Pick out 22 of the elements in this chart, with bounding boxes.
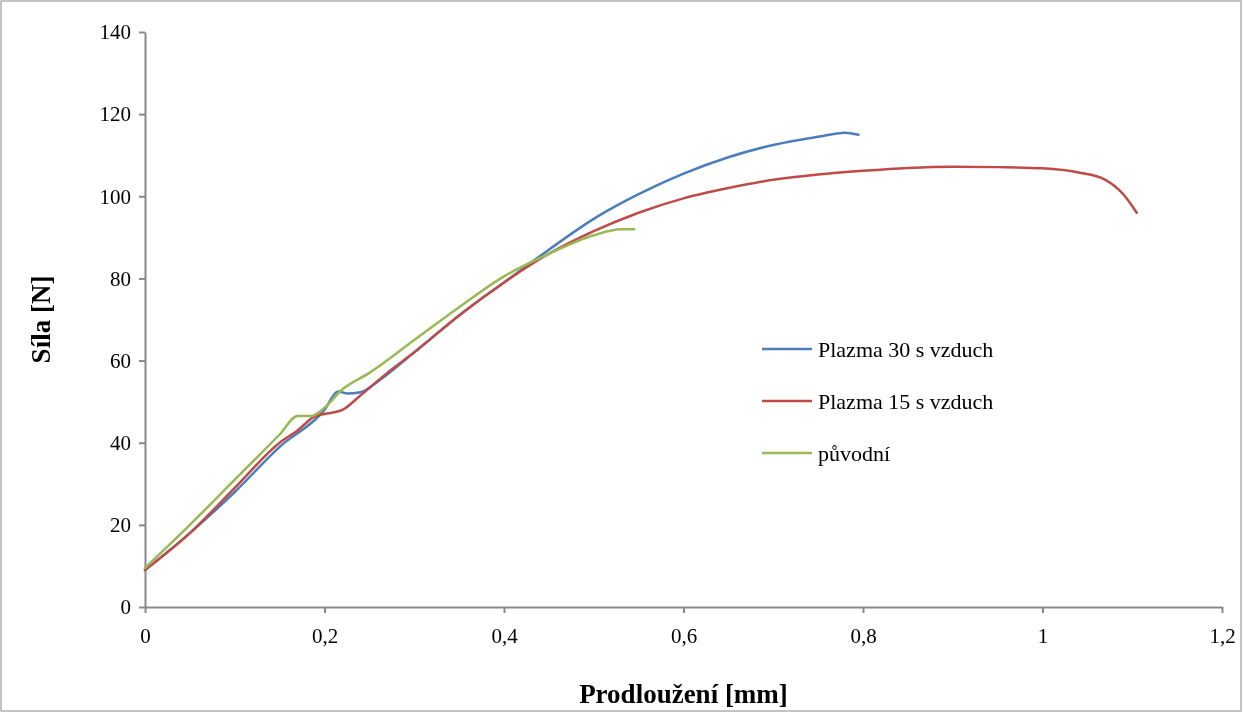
x-axis-title: Prodloužení [mm] [579, 679, 788, 709]
legend-label: Plazma 30 s vzduch [818, 336, 994, 362]
line-series [143, 165, 1138, 572]
y-tick-label: 120 [99, 102, 131, 127]
x-tick-label: 1,2 [1209, 624, 1236, 649]
x-tick-label: 0,4 [491, 624, 519, 649]
x-tick-label: 0,8 [850, 624, 877, 649]
legend-label: Plazma 15 s vzduch [818, 388, 994, 414]
x-tick-label: 0 [140, 624, 151, 649]
y-tick-label: 20 [110, 513, 131, 538]
x-tick-label: 1 [1037, 624, 1049, 649]
y-tick-label: 60 [110, 348, 131, 373]
y-tick-label: 0 [120, 595, 131, 620]
x-tick-label: 0,2 [311, 624, 339, 649]
legend-label: původní [818, 440, 891, 466]
y-tick-label: 40 [110, 430, 131, 455]
y-tick-label: 140 [99, 20, 131, 45]
x-tick-label: 0,6 [670, 624, 698, 649]
y-tick-label: 80 [110, 266, 131, 291]
line-series [143, 227, 636, 570]
y-tick-label: 100 [99, 184, 131, 209]
y-axis-title: Síla [N] [26, 275, 56, 364]
